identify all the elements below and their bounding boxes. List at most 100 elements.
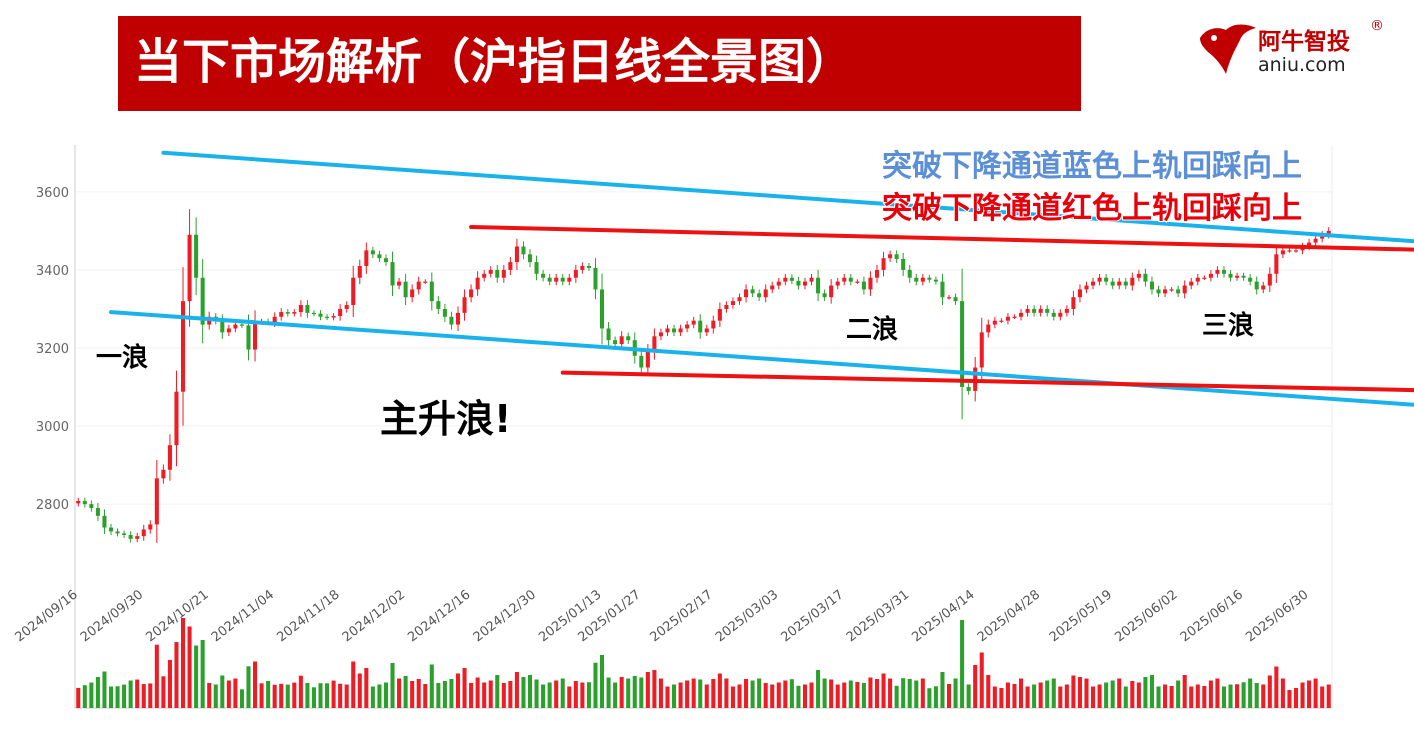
candle-body [318,313,323,317]
candle-body [744,289,749,298]
x-tick-label: 2025/03/31 [844,587,912,645]
logo-brand-name: 阿牛智投 [1258,29,1350,55]
candle-body [730,301,735,306]
candle-body [95,508,100,516]
volume-bar [1320,686,1325,708]
candle-body [449,316,454,325]
volume-bar [973,665,978,708]
candle-body [567,277,572,282]
volume-bar [285,684,290,708]
volume-bar [246,666,251,708]
volume-bar [783,680,788,708]
candle-body [1130,277,1135,286]
volume-bar [449,679,454,708]
volume-bar [737,684,742,708]
volume-bar [1064,684,1069,708]
candle-body [855,281,860,283]
candle-body [233,324,238,329]
candle-body [482,273,487,278]
candle-body [161,469,166,479]
volume-bar [410,681,415,708]
candle-body [154,478,159,525]
volume-bar [495,675,500,708]
volume-bar [154,644,159,708]
candle-body [1058,312,1063,317]
candle-body [305,305,310,313]
candle-body [1313,238,1318,243]
candle-body [527,254,533,263]
volume-bar [986,675,991,708]
volume-bar [194,645,199,708]
x-tick-label: 2025/04/28 [975,587,1043,645]
volume-bar [364,668,369,708]
candle-body [1123,281,1128,286]
candle-body [311,312,316,315]
volume-bar [318,683,323,708]
candle-body [344,305,349,309]
candle-body [226,328,231,333]
volume-bar [1077,677,1082,708]
candle-body [108,527,114,532]
candle-body [82,501,87,505]
candle-body [180,301,186,392]
volume-bar [370,686,375,708]
candle-body [861,281,866,290]
volume-bar [1117,678,1122,708]
volume-bar [881,673,886,708]
volume-bar [390,663,395,708]
candle-body [946,297,952,299]
candle-body [658,332,663,337]
volume-bar [1189,686,1194,708]
volume-bar [652,670,657,708]
candle-body [704,328,709,333]
candle-body [1025,308,1030,313]
candle-body [953,297,958,302]
volume-bar [1038,682,1043,708]
annotation-wave-one: 一浪 [96,342,148,373]
volume-bar [167,659,172,708]
volume-bar [960,620,965,708]
candle-body [986,324,991,333]
candle-body [685,324,690,329]
volume-bar [940,672,945,708]
volume-bar [521,677,526,708]
candle-body [665,328,670,333]
volume-bar [534,679,539,708]
candle-body [397,281,402,286]
volume-bar [946,684,952,708]
annotation-wave-two: 二浪 [846,314,898,345]
volume-bar [829,679,834,708]
candle-body [128,534,133,539]
y-tick-label: 3400 [36,264,69,279]
candle-body [907,269,912,278]
candle-body [253,322,258,350]
volume-bar [717,673,722,708]
volume-bar [541,684,546,708]
candle-body [416,281,421,290]
candle-body [776,281,781,286]
candle-body [999,320,1004,322]
volume-bar [1012,684,1017,708]
candle-body [246,325,251,350]
volume-bar [933,686,938,708]
candle-body [200,277,205,325]
candle-body [1215,269,1220,274]
volume-bar [619,677,624,708]
candle-body [894,254,899,259]
candle-body [927,277,932,280]
volume-bar [920,678,925,708]
annotation-wave-three: 三浪 [1202,310,1254,341]
page-title: 当下市场解析（沪指日线全景图） [134,34,855,90]
volume-bar [233,678,238,708]
volume-bar [200,640,205,708]
candle-body [639,355,644,368]
candle-body [501,269,506,278]
volume-bar [397,678,402,708]
volume-bar [455,673,461,708]
volume-bar [482,682,487,708]
annotation-red-breakout: 突破下降通道红色上轨回踩向上 [882,191,1302,226]
volume-bar [1051,678,1056,708]
candle-body [521,246,526,255]
volume-bar [639,677,644,708]
volume-bar [894,685,899,708]
